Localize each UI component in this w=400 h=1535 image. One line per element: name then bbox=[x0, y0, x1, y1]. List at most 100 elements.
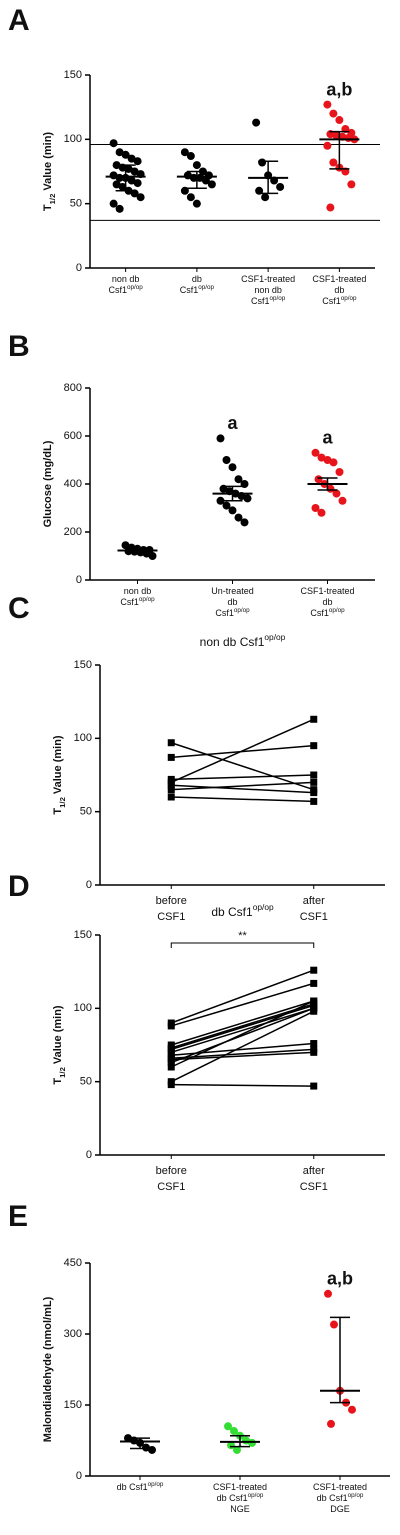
data-point bbox=[167, 1022, 175, 1030]
significance-label: ** bbox=[238, 930, 247, 942]
group-annotation: a,b bbox=[327, 1269, 353, 1289]
data-point bbox=[310, 1082, 318, 1090]
data-point bbox=[329, 109, 338, 118]
chart-title-part: db Csf1 bbox=[211, 905, 253, 919]
paired-line bbox=[171, 796, 314, 803]
x-tick-label: db bbox=[334, 285, 344, 295]
data-point bbox=[327, 1419, 335, 1428]
x-tick-label-part: CSF1 bbox=[300, 1181, 328, 1193]
x-tick-label-part: Csf1 bbox=[120, 597, 139, 607]
data-point bbox=[136, 193, 145, 202]
x-tick-label: DGE bbox=[330, 1504, 350, 1514]
y-tick-label: 300 bbox=[64, 1328, 82, 1340]
data-point bbox=[335, 468, 344, 476]
data-point bbox=[243, 494, 252, 503]
data-point bbox=[261, 193, 270, 202]
paired-line bbox=[171, 774, 314, 781]
y-tick-label: 0 bbox=[86, 879, 92, 891]
data-point bbox=[207, 180, 216, 189]
x-tick-label: Un-treated bbox=[211, 586, 254, 596]
chart-title-part: op/op bbox=[264, 632, 285, 642]
x-tick-label: Csf1op/op bbox=[322, 295, 357, 306]
paired-line bbox=[171, 982, 314, 1027]
data-point bbox=[180, 148, 189, 157]
data-point bbox=[234, 513, 243, 522]
data-point bbox=[329, 158, 338, 167]
x-tick-label-part: Un-treated bbox=[211, 586, 254, 596]
x-tick-label: CSF1-treated bbox=[300, 586, 354, 596]
x-tick-label-part: Csf1 bbox=[310, 608, 329, 618]
x-tick-label-part: CSF1-treated bbox=[241, 274, 295, 284]
data-point bbox=[109, 199, 118, 208]
data-point bbox=[148, 1445, 156, 1454]
y-tick-label: 800 bbox=[64, 382, 82, 394]
data-point bbox=[142, 549, 151, 558]
x-tick-label-part: op/op bbox=[148, 1481, 164, 1488]
x-tick-label-part: CSF1-treated bbox=[312, 274, 366, 284]
data-point bbox=[228, 506, 237, 515]
x-tick-label-part: op/op bbox=[341, 295, 357, 302]
data-point bbox=[310, 797, 318, 805]
data-point bbox=[310, 966, 318, 974]
data-point bbox=[109, 139, 118, 148]
x-tick-label-part: after bbox=[303, 1165, 325, 1177]
chart-title: non db Csf1op/op bbox=[200, 632, 286, 649]
data-point bbox=[276, 182, 285, 191]
y-tick-label: 150 bbox=[74, 659, 92, 671]
x-tick-label: db bbox=[192, 274, 202, 284]
chart-title: db Csf1op/op bbox=[211, 902, 274, 919]
group-annotation: a bbox=[227, 413, 238, 433]
x-tick-label: CSF1 bbox=[300, 1181, 328, 1193]
data-point bbox=[310, 1040, 318, 1048]
y-tick-label: 50 bbox=[80, 806, 92, 818]
data-point bbox=[167, 793, 175, 801]
y-tick-label: 100 bbox=[74, 732, 92, 744]
x-tick-label-part: db Csf1 bbox=[317, 1493, 348, 1503]
data-point bbox=[192, 199, 201, 208]
y-tick-label: 150 bbox=[64, 69, 82, 81]
x-tick-label-part: op/op bbox=[139, 596, 155, 603]
paired-line bbox=[171, 742, 314, 791]
data-point bbox=[127, 154, 136, 163]
data-point bbox=[326, 484, 335, 493]
y-axis-label-part: T bbox=[52, 1078, 64, 1085]
data-point bbox=[326, 203, 335, 212]
x-tick-label-part: op/op bbox=[270, 295, 286, 302]
data-point bbox=[167, 781, 175, 789]
paired-line bbox=[170, 1000, 315, 1068]
x-tick-label: db Csf1op/op bbox=[117, 1481, 164, 1492]
data-point bbox=[124, 1434, 132, 1443]
data-point bbox=[314, 475, 323, 484]
x-tick-label-part: non db bbox=[112, 274, 140, 284]
data-point bbox=[323, 100, 332, 109]
data-point bbox=[310, 715, 318, 723]
data-point bbox=[130, 167, 139, 176]
y-tick-label: 150 bbox=[74, 929, 92, 941]
y-axis-label-part: T bbox=[52, 808, 64, 815]
x-tick-label-part: op/op bbox=[329, 607, 345, 614]
data-point bbox=[148, 552, 157, 560]
data-point bbox=[230, 1427, 238, 1436]
data-point bbox=[186, 152, 195, 161]
data-point bbox=[347, 180, 356, 189]
data-point bbox=[167, 753, 175, 761]
x-tick-label-part: non db bbox=[254, 285, 282, 295]
panel-letter: E bbox=[8, 1200, 28, 1233]
x-tick-label: CSF1-treated bbox=[241, 274, 295, 284]
y-tick-label: 50 bbox=[70, 198, 82, 210]
y-tick-label: 50 bbox=[80, 1076, 92, 1088]
x-tick-label: Csf1op/op bbox=[108, 284, 143, 295]
y-axis-label: T1/2 Value (min) bbox=[52, 1005, 67, 1084]
x-tick-label-part: Csf1 bbox=[322, 296, 341, 306]
data-point bbox=[310, 778, 318, 786]
chart-title-part: op/op bbox=[253, 902, 274, 912]
y-tick-label: 0 bbox=[76, 1470, 82, 1482]
x-tick-label-part: DGE bbox=[330, 1504, 350, 1514]
x-tick-label-part: CSF1 bbox=[157, 1181, 185, 1193]
data-point bbox=[201, 176, 210, 185]
data-point bbox=[142, 1443, 150, 1452]
x-tick-label-part: db bbox=[334, 285, 344, 295]
x-tick-label-part: db bbox=[322, 597, 332, 607]
data-point bbox=[167, 1059, 175, 1067]
paired-line bbox=[170, 718, 315, 784]
